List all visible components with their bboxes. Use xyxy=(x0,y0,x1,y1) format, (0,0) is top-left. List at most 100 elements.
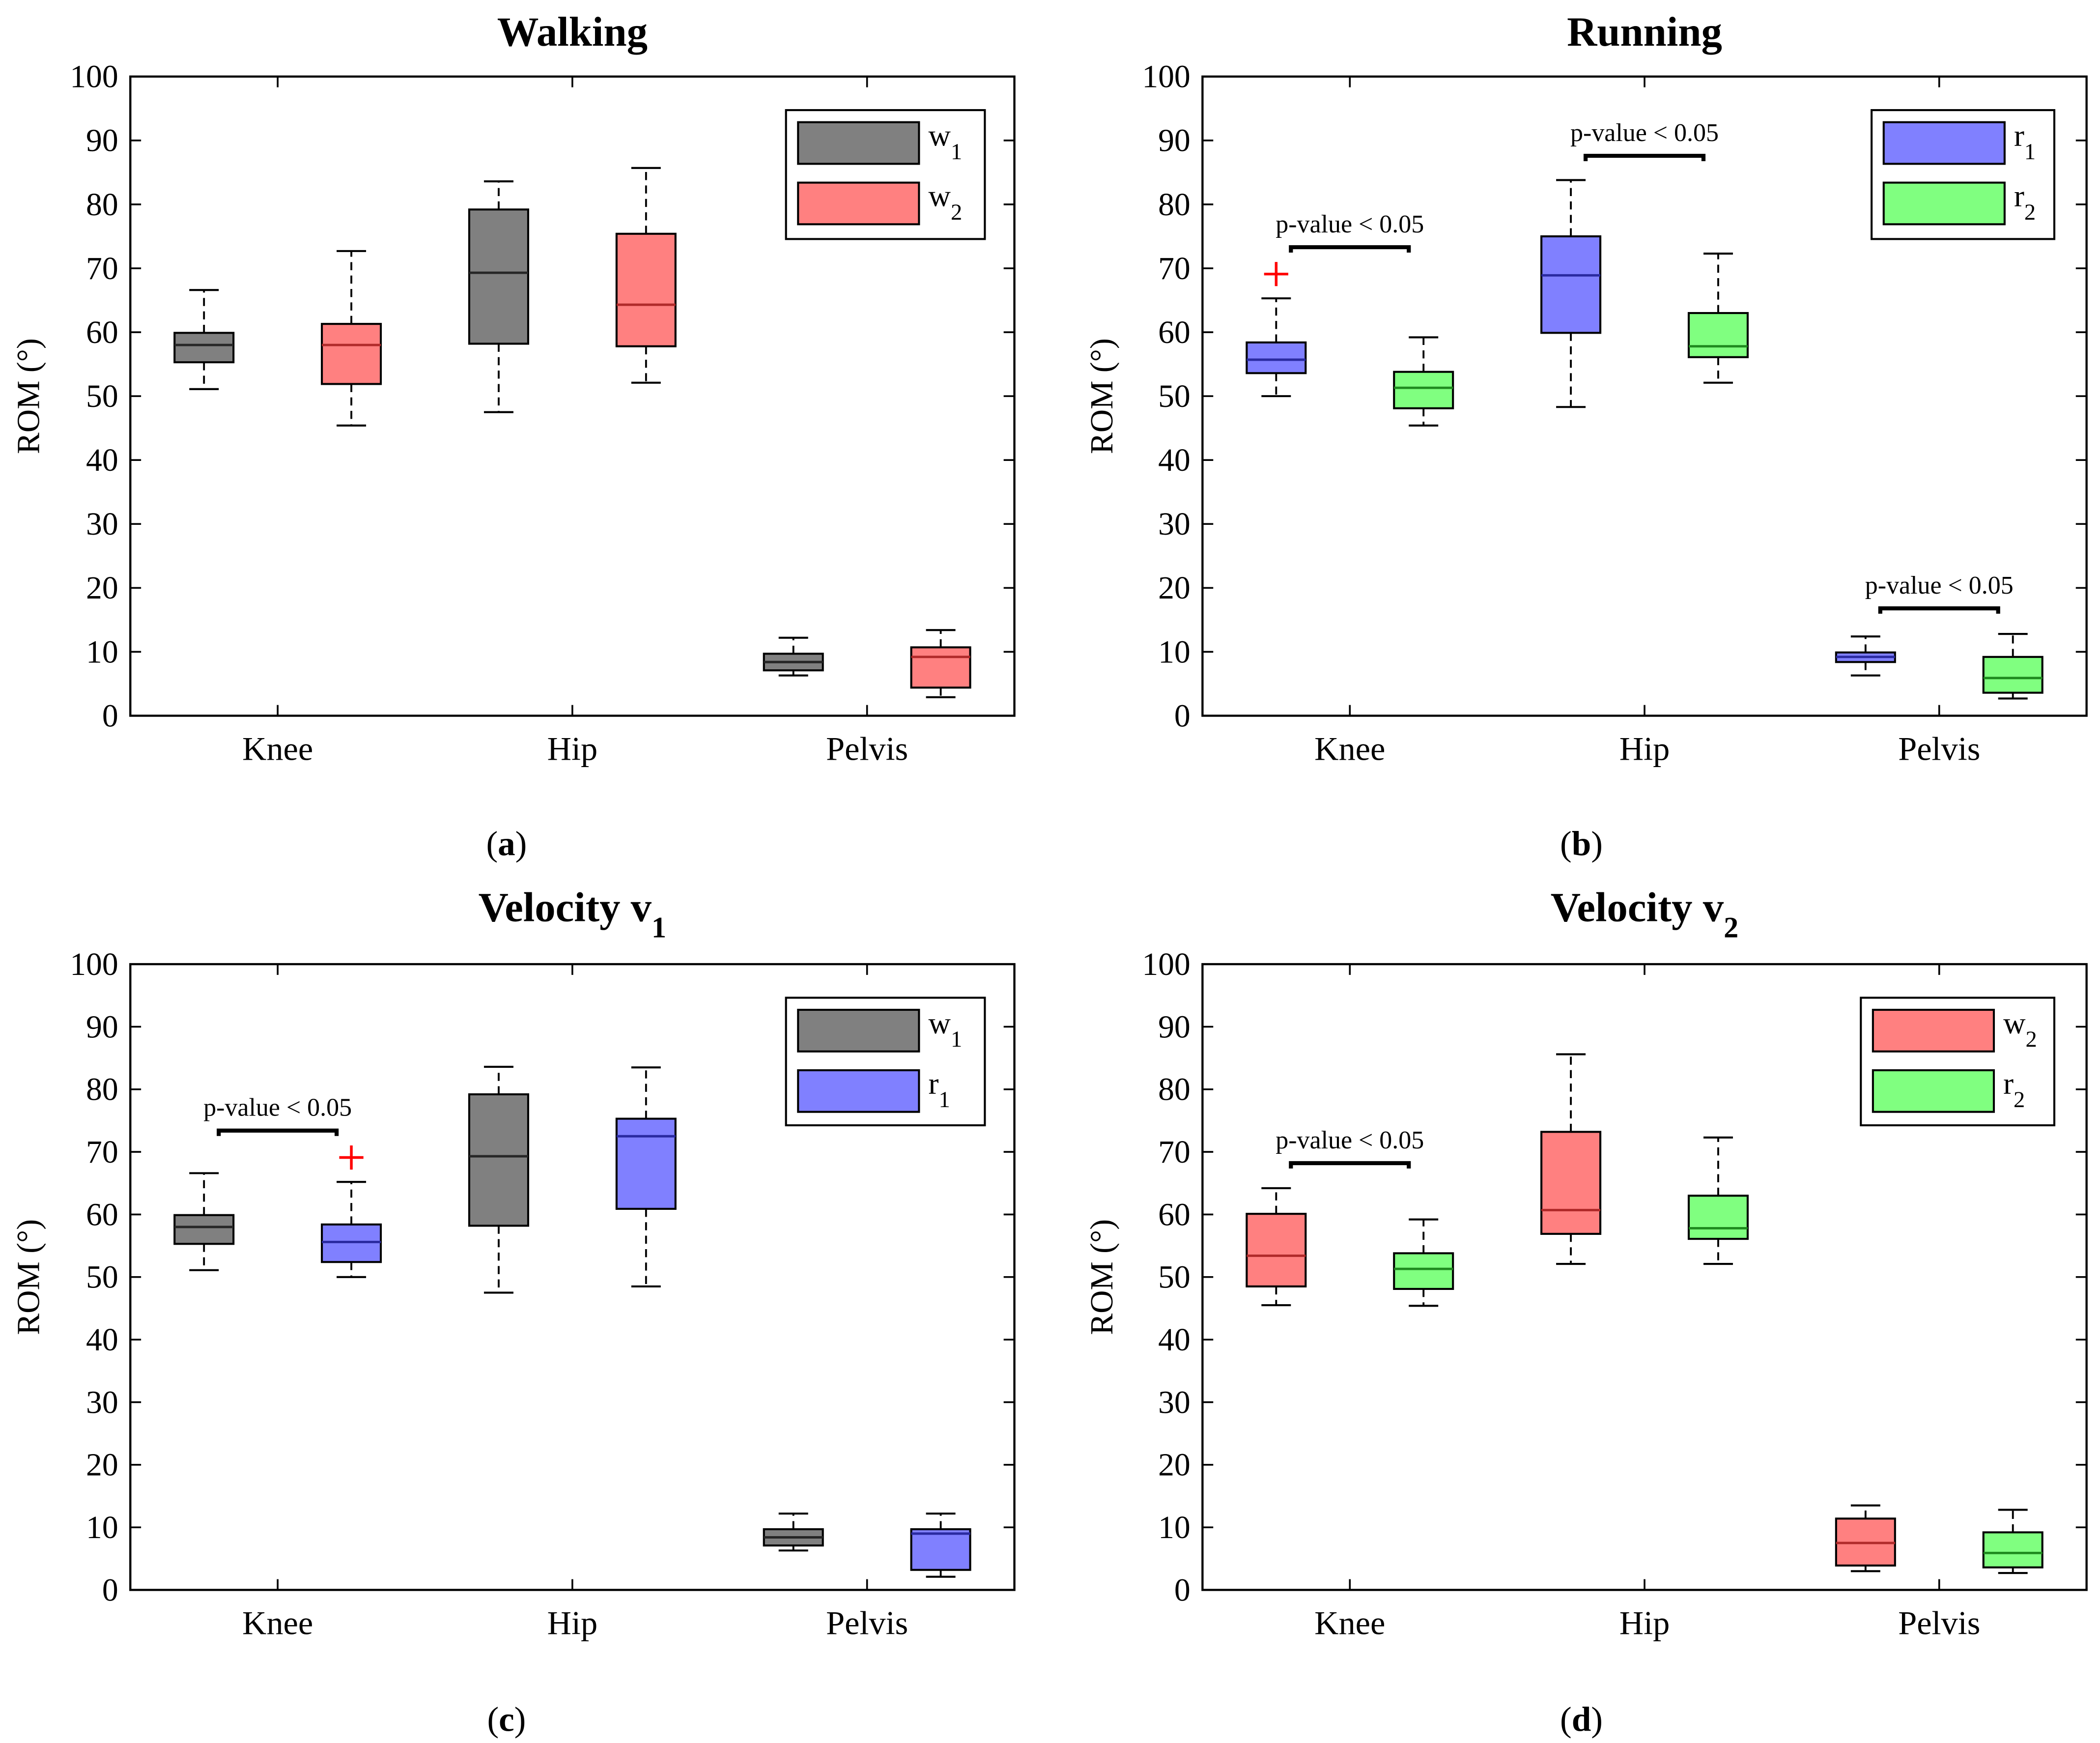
y-tick-label: 60 xyxy=(86,315,118,350)
box-plot-hip-r2 xyxy=(1687,253,1749,384)
box-plot-knee-w2 xyxy=(1246,1187,1307,1307)
box-knee-r1 xyxy=(1246,341,1307,374)
y-tick-label: 0 xyxy=(1174,1572,1191,1608)
x-tick-label-pelvis: Pelvis xyxy=(1898,1604,1980,1642)
box-plot-knee-r1 xyxy=(1246,262,1307,398)
caption-letter: d xyxy=(1572,1700,1591,1739)
box-plot-pelvis-w2 xyxy=(1835,1504,1896,1572)
caption-close-paren: ) xyxy=(1591,1700,1603,1739)
y-tick-label: 80 xyxy=(86,187,118,223)
text-main: w xyxy=(929,1006,951,1040)
y-tick-label: 20 xyxy=(1158,1448,1191,1483)
y-tick-label: 40 xyxy=(86,443,118,478)
box-hip-w2 xyxy=(1540,1131,1602,1235)
box-hip-w2 xyxy=(615,232,677,347)
x-tick-label-knee: Knee xyxy=(242,1604,313,1642)
significance-label-pelvis: p-value < 0.05 xyxy=(1865,571,2014,600)
y-tick-label: 0 xyxy=(102,698,118,734)
x-tick-label-pelvis: Pelvis xyxy=(826,1604,908,1642)
text-subscript: 2 xyxy=(951,200,962,225)
box-plot-pelvis-r2 xyxy=(1982,632,2043,700)
y-tick-label: 10 xyxy=(86,634,118,670)
box-hip-r2 xyxy=(1687,1195,1749,1240)
plot-frame xyxy=(1201,75,2088,717)
box-plot-knee-w1 xyxy=(173,289,235,390)
chart-running: Running ROM (°) 0 10 20 30 40 50 60 70 80 90 100 Knee… xyxy=(1084,9,2088,863)
box-plot-pelvis-r1 xyxy=(910,1513,971,1578)
x-tick-label-hip: Hip xyxy=(1619,1604,1670,1642)
y-tick-label: 90 xyxy=(1158,1009,1191,1045)
box-plot-hip-w1 xyxy=(468,1065,529,1294)
text-main: r xyxy=(2014,178,2024,213)
y-tick-label: 40 xyxy=(1158,1322,1191,1358)
y-tick-label: 100 xyxy=(70,59,118,95)
box-hip-r2 xyxy=(1687,312,1749,358)
legend-swatch-r2 xyxy=(1882,181,2006,226)
caption-letter: c xyxy=(499,1700,514,1739)
caption-letter: b xyxy=(1572,825,1591,863)
y-tick-label: 60 xyxy=(1158,1197,1191,1232)
chart-title: Walking xyxy=(497,9,648,55)
y-axis-label: ROM (°) xyxy=(11,338,46,454)
box-pelvis-r1 xyxy=(910,1528,971,1571)
outlier-knee-r1 xyxy=(339,1145,364,1170)
x-tick-label-hip: Hip xyxy=(547,1604,598,1642)
y-tick-label: 20 xyxy=(86,1448,118,1483)
text-main: Velocity v xyxy=(479,885,652,931)
y-tick-label: 30 xyxy=(86,1385,118,1420)
box-plot-knee-r2 xyxy=(1393,336,1454,427)
box-hip-w1 xyxy=(468,208,529,345)
text-subscript: 2 xyxy=(2014,1087,2025,1113)
y-tick-label: 100 xyxy=(1142,947,1190,982)
x-tick-label-knee: Knee xyxy=(1314,730,1385,768)
y-tick-label: 20 xyxy=(1158,571,1191,606)
y-axis-label: ROM (°) xyxy=(1084,338,1120,454)
y-axis-label: ROM (°) xyxy=(1084,1219,1120,1335)
y-tick-label: 20 xyxy=(86,571,118,606)
box-knee-w1 xyxy=(173,332,235,364)
significance-label-hip: p-value < 0.05 xyxy=(1570,119,1719,147)
significance-bracket-knee xyxy=(217,1128,339,1136)
caption-open-paren: ( xyxy=(486,825,498,863)
y-tick-label: 50 xyxy=(1158,1260,1191,1295)
caption-close-paren: ) xyxy=(514,1700,526,1739)
legend-swatch-w2 xyxy=(1872,1008,1995,1053)
y-tick-label: 0 xyxy=(102,1572,118,1608)
y-tick-label: 60 xyxy=(1158,315,1191,350)
significance-bracket-pelvis xyxy=(1878,606,2000,614)
text-main: w xyxy=(929,178,951,213)
y-tick-label: 70 xyxy=(1158,251,1191,286)
chart-title: Velocity v2 xyxy=(1551,885,1738,944)
legend-swatch-r1 xyxy=(1882,121,2006,165)
plot-frame xyxy=(1201,963,2088,1591)
legend-swatch-r1 xyxy=(797,1069,920,1113)
y-tick-label: 60 xyxy=(86,1197,118,1232)
caption-close-paren: ) xyxy=(1591,825,1603,863)
box-knee-r2 xyxy=(1393,371,1454,409)
y-tick-label: 30 xyxy=(86,507,118,542)
legend-label-w2: w2 xyxy=(929,178,963,225)
legend-swatch-r2 xyxy=(1872,1069,1995,1113)
legend-label-r2: r2 xyxy=(2014,178,2036,225)
legend-swatch-w1 xyxy=(797,1008,920,1053)
significance-label-knee: p-value < 0.05 xyxy=(203,1094,352,1122)
y-tick-label: 50 xyxy=(86,379,118,414)
y-tick-label: 70 xyxy=(1158,1135,1191,1170)
box-knee-w1 xyxy=(173,1214,235,1245)
x-tick-label-hip: Hip xyxy=(547,730,598,768)
box-plot-knee-r1 xyxy=(321,1145,382,1278)
chart-walking: Walking ROM (°) 0 10 20 30 40 50 60 70 80 90 100 Knee… xyxy=(11,9,1016,863)
y-axis-label: ROM (°) xyxy=(11,1219,46,1335)
x-tick-label-pelvis: Pelvis xyxy=(1898,730,1980,768)
box-pelvis-r2 xyxy=(1982,656,2043,694)
legend-swatch-w2 xyxy=(797,181,920,226)
box-knee-w2 xyxy=(1246,1213,1307,1287)
plot-frame xyxy=(129,75,1016,717)
legend-label-r1: r1 xyxy=(2014,118,2036,165)
box-plot-hip-r1 xyxy=(615,1066,677,1287)
x-tick-label-knee: Knee xyxy=(1314,1604,1385,1642)
